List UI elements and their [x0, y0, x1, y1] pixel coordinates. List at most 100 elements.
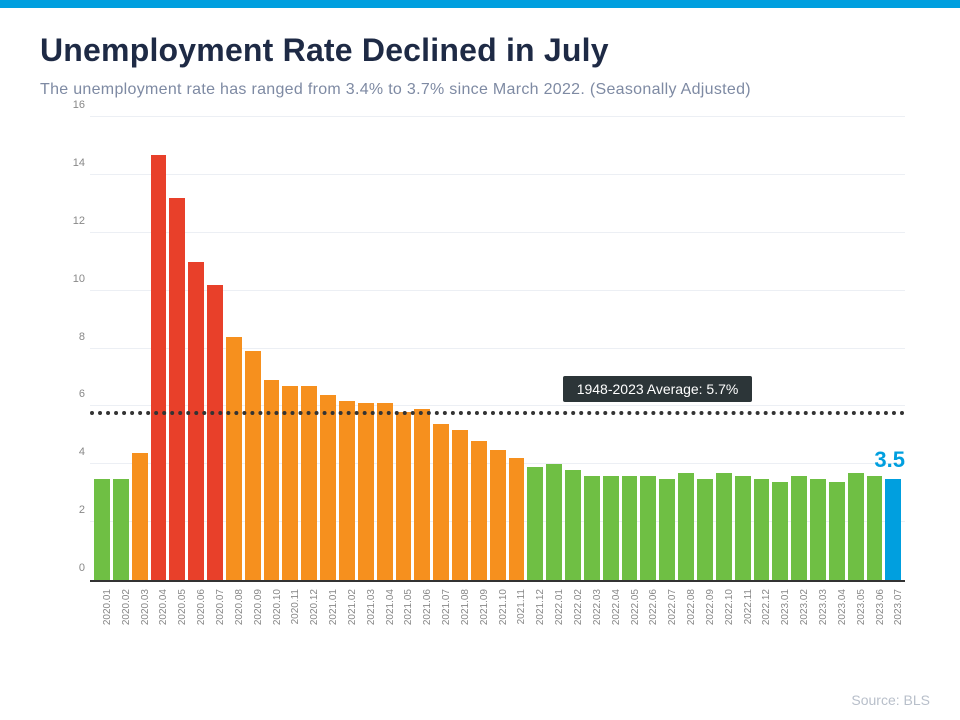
x-tick-label: 2023.03	[810, 585, 826, 647]
x-tick-label: 2020.02	[113, 585, 129, 647]
x-tick-label: 2020.05	[169, 585, 185, 647]
x-tick-label: 2021.04	[377, 585, 393, 647]
bar	[396, 412, 412, 580]
bar	[301, 386, 317, 580]
x-tick-label: 2020.01	[94, 585, 110, 647]
x-tick-label: 2023.07	[885, 585, 901, 647]
y-tick-label: 8	[60, 331, 85, 343]
x-tick-label: 2023.05	[848, 585, 864, 647]
x-tick-label: 2020.07	[207, 585, 223, 647]
bar	[697, 479, 713, 580]
x-tick-label: 2023.01	[772, 585, 788, 647]
x-tick-label: 2020.03	[132, 585, 148, 647]
bar	[452, 430, 468, 580]
y-tick-label: 4	[60, 446, 85, 458]
bar	[885, 479, 901, 580]
x-tick-label: 2021.08	[452, 585, 468, 647]
x-tick-label: 2022.06	[640, 585, 656, 647]
bar	[207, 285, 223, 580]
bar	[245, 351, 261, 580]
bar	[113, 479, 129, 580]
x-tick-label: 2021.10	[490, 585, 506, 647]
x-tick-label: 2022.02	[565, 585, 581, 647]
bar	[509, 458, 525, 580]
bar	[188, 262, 204, 580]
average-reference-line	[90, 411, 905, 415]
bar	[716, 473, 732, 580]
x-tick-label: 2023.02	[791, 585, 807, 647]
bar	[565, 470, 581, 580]
x-tick-label: 2021.01	[320, 585, 336, 647]
x-tick-label: 2022.08	[678, 585, 694, 647]
x-tick-label: 2021.09	[471, 585, 487, 647]
x-tick-label: 2021.07	[433, 585, 449, 647]
average-reference-label: 1948-2023 Average: 5.7%	[563, 376, 753, 402]
bar	[169, 198, 185, 580]
plot-area: 02468101214161948-2023 Average: 5.7%3.5	[90, 117, 905, 582]
bar	[546, 464, 562, 580]
y-tick-label: 10	[60, 273, 85, 285]
bar	[490, 450, 506, 580]
bar	[471, 441, 487, 580]
bar	[678, 473, 694, 580]
x-tick-label: 2023.04	[829, 585, 845, 647]
y-tick-label: 16	[60, 99, 85, 111]
bar	[735, 476, 751, 580]
bar	[754, 479, 770, 580]
x-tick-label: 2022.01	[546, 585, 562, 647]
bar	[527, 467, 543, 580]
x-tick-label: 2021.06	[414, 585, 430, 647]
x-tick-label: 2020.09	[245, 585, 261, 647]
bar	[829, 482, 845, 580]
x-tick-label: 2022.11	[735, 585, 751, 647]
last-value-callout: 3.5	[874, 447, 905, 473]
y-tick-label: 12	[60, 215, 85, 227]
bar	[414, 409, 430, 580]
bar	[320, 395, 336, 580]
bar	[377, 403, 393, 580]
x-tick-label: 2023.06	[867, 585, 883, 647]
bar	[151, 155, 167, 580]
x-tick-label: 2022.04	[603, 585, 619, 647]
y-tick-label: 6	[60, 388, 85, 400]
x-tick-label: 2021.03	[358, 585, 374, 647]
x-tick-label: 2020.10	[264, 585, 280, 647]
bar	[358, 403, 374, 580]
bar	[282, 386, 298, 580]
y-tick-label: 2	[60, 504, 85, 516]
x-tick-label: 2021.05	[396, 585, 412, 647]
x-tick-label: 2022.05	[622, 585, 638, 647]
x-tick-label: 2020.12	[301, 585, 317, 647]
bar	[584, 476, 600, 580]
bars-group	[90, 117, 905, 580]
bar	[226, 337, 242, 580]
x-tick-label: 2021.12	[527, 585, 543, 647]
bar	[867, 476, 883, 580]
x-tick-label: 2022.10	[716, 585, 732, 647]
bar	[433, 424, 449, 580]
bar	[339, 401, 355, 580]
bar	[603, 476, 619, 580]
chart-subtitle: The unemployment rate has ranged from 3.…	[40, 81, 920, 99]
x-tick-label: 2020.11	[282, 585, 298, 647]
x-tick-label: 2022.09	[697, 585, 713, 647]
x-tick-label: 2022.12	[754, 585, 770, 647]
bar	[622, 476, 638, 580]
x-tick-label: 2020.04	[151, 585, 167, 647]
x-axis-labels: 2020.012020.022020.032020.042020.052020.…	[90, 585, 905, 647]
x-tick-label: 2022.03	[584, 585, 600, 647]
bar	[810, 479, 826, 580]
bar	[132, 453, 148, 580]
bar	[94, 479, 110, 580]
x-tick-label: 2021.02	[339, 585, 355, 647]
bar	[640, 476, 656, 580]
bar	[791, 476, 807, 580]
accent-top-bar	[0, 0, 960, 8]
x-tick-label: 2021.11	[509, 585, 525, 647]
x-tick-label: 2022.07	[659, 585, 675, 647]
x-tick-label: 2020.06	[188, 585, 204, 647]
source-attribution: Source: BLS	[851, 692, 930, 708]
x-tick-label: 2020.08	[226, 585, 242, 647]
bar	[848, 473, 864, 580]
chart-container: 02468101214161948-2023 Average: 5.7%3.5 …	[60, 117, 910, 647]
